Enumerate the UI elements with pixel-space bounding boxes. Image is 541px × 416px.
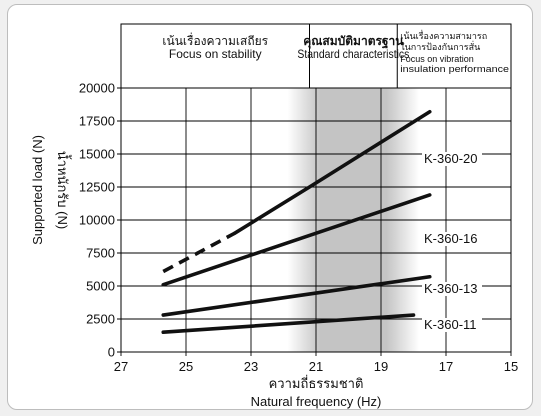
series-label-bg <box>422 232 482 246</box>
y-tick-label: 12500 <box>79 180 115 195</box>
x-axis-title-thai: ความถี่ธรรมชาติ <box>269 375 364 391</box>
series-label-bg <box>422 318 482 332</box>
series-line <box>161 313 416 335</box>
region-label-stability-english: Focus on stability <box>169 47 262 61</box>
x-tick-label: 15 <box>504 359 518 374</box>
y-tick-label: 5000 <box>86 279 115 294</box>
x-tick-label: 25 <box>179 359 193 374</box>
x-axis-title-english: Natural frequency (Hz) <box>251 394 382 409</box>
series-line <box>232 109 432 235</box>
y-tick-label: 2500 <box>86 312 115 327</box>
x-tick-label: 17 <box>439 359 453 374</box>
region-label-vibration-english: insulation performance <box>400 64 509 74</box>
region-label-vibration-english: Focus on vibration <box>400 54 474 64</box>
y-tick-label: 20000 <box>79 81 115 96</box>
y-axis-title-english: Supported load (N) <box>30 135 45 245</box>
region-label-standard-thai: คุณสมบัติมาตรฐาน <box>303 34 404 49</box>
region-header-box <box>120 23 512 89</box>
y-tick-label: 17500 <box>79 114 115 129</box>
y-axis-title-thai: น้ำหนักรับ (N) <box>55 151 72 229</box>
x-tick-label: 27 <box>114 359 128 374</box>
series-label-bg <box>422 152 482 166</box>
region-label-stability-thai: เน้นเรื่องความเสถียร <box>162 32 268 48</box>
series-label: K-360-11 <box>424 317 477 332</box>
series-label: K-360-16 <box>424 231 477 246</box>
x-tick-label: 21 <box>309 359 323 374</box>
y-tick-label: 15000 <box>79 147 115 162</box>
y-tick-label: 0 <box>108 345 115 360</box>
series-line-dashed <box>162 231 236 274</box>
x-tick-label: 19 <box>374 359 388 374</box>
series-line <box>161 193 432 287</box>
region-label-standard-english: Standard characteristics <box>297 47 409 61</box>
y-tick-label: 7500 <box>86 246 115 261</box>
region-label-vibration-thai: ในการป้องกันการสั่น <box>400 40 480 52</box>
x-tick-label: 23 <box>244 359 258 374</box>
series-label-bg <box>422 282 482 296</box>
series-label: K-360-20 <box>424 151 477 166</box>
region-label-vibration-thai: เน้นเรื่องความสามารถ <box>400 29 487 41</box>
series-label: K-360-13 <box>424 281 477 296</box>
y-tick-label: 10000 <box>79 213 115 228</box>
chart-panel <box>7 4 533 410</box>
series-line <box>161 274 432 317</box>
